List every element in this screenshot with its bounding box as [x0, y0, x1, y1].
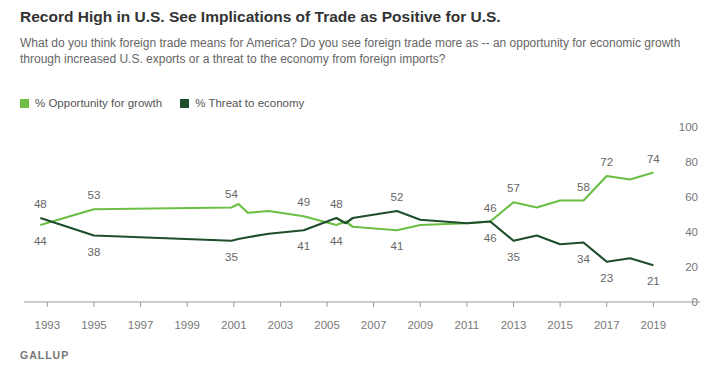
x-tick — [187, 302, 188, 307]
data-label: 46 — [484, 202, 497, 214]
x-tick-label: 1995 — [81, 319, 107, 331]
data-label: 38 — [88, 246, 101, 258]
x-tick-label: 2007 — [361, 319, 387, 331]
footer: GALLUP — [20, 349, 69, 361]
x-axis — [24, 302, 700, 303]
x-tick — [280, 302, 281, 307]
y-tick-label: 80 — [685, 156, 698, 168]
x-tick — [653, 302, 654, 307]
x-tick-label: 2003 — [268, 319, 294, 331]
x-tick — [560, 302, 561, 307]
page: 0204060801001993199519971999200120032005… — [0, 0, 720, 386]
data-label: 35 — [225, 251, 238, 263]
data-label: 44 — [330, 235, 343, 247]
data-label: 34 — [577, 253, 590, 265]
data-label: 46 — [484, 232, 497, 244]
x-tick-label: 2009 — [407, 319, 433, 331]
data-label: 41 — [297, 240, 310, 252]
legend-label: % Opportunity for growth — [35, 97, 162, 109]
data-label: 74 — [647, 153, 660, 165]
data-label: 72 — [600, 156, 613, 168]
data-label: 23 — [600, 272, 613, 284]
x-tick-label: 1997 — [128, 319, 154, 331]
legend-label: % Threat to economy — [195, 97, 304, 109]
data-label: 48 — [330, 198, 343, 210]
data-label: 49 — [297, 196, 310, 208]
data-label: 48 — [34, 198, 47, 210]
x-tick-label: 2019 — [641, 319, 667, 331]
data-label: 58 — [577, 181, 590, 193]
x-tick — [513, 302, 514, 307]
x-tick-label: 2017 — [594, 319, 620, 331]
y-tick-label: 20 — [685, 261, 698, 273]
x-tick — [420, 302, 421, 307]
x-tick-label: 2005 — [314, 319, 340, 331]
x-tick — [47, 302, 48, 307]
x-tick-label: 2001 — [221, 319, 247, 331]
x-tick-label: 2015 — [547, 319, 573, 331]
data-label: 21 — [647, 275, 660, 287]
x-tick — [327, 302, 328, 307]
x-tick — [93, 302, 94, 307]
x-tick — [466, 302, 467, 307]
data-label: 53 — [88, 189, 101, 201]
x-tick-label: 2013 — [501, 319, 527, 331]
data-label: 54 — [225, 188, 238, 200]
x-tick-label: 1993 — [35, 319, 61, 331]
data-label: 35 — [507, 251, 520, 263]
subtitle: What do you think foreign trade means fo… — [20, 35, 700, 67]
legend-item: % Opportunity for growth — [20, 97, 162, 109]
x-tick — [233, 302, 234, 307]
x-tick — [373, 302, 374, 307]
legend: % Opportunity for growth % Threat to econ… — [20, 97, 322, 109]
x-tick-label: 2011 — [455, 319, 480, 331]
y-tick-label: 60 — [685, 191, 698, 203]
y-tick-label: 100 — [679, 121, 698, 133]
legend-item: % Threat to economy — [180, 97, 304, 109]
title: Record High in U.S. See Implications of … — [20, 8, 501, 26]
legend-swatch — [180, 99, 189, 108]
y-tick-label: 40 — [685, 226, 698, 238]
x-tick — [606, 302, 607, 307]
data-label: 52 — [391, 191, 404, 203]
data-label: 41 — [391, 240, 404, 252]
x-tick-label: 1999 — [174, 319, 200, 331]
data-label: 44 — [34, 235, 47, 247]
plot-area — [40, 173, 653, 266]
data-label: 57 — [507, 182, 520, 194]
legend-swatch — [20, 99, 29, 108]
series-line — [40, 211, 653, 265]
x-tick — [140, 302, 141, 307]
